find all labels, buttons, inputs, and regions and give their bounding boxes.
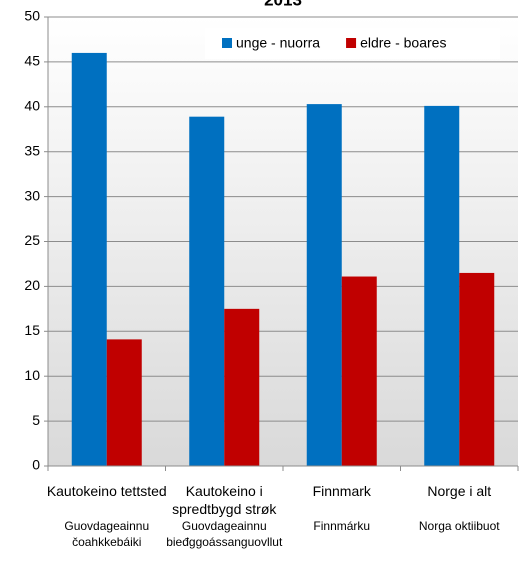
legend-label: eldre - boares bbox=[360, 35, 446, 51]
y-tick-label: 45 bbox=[24, 53, 40, 69]
y-tick-label: 0 bbox=[32, 457, 40, 473]
x-tick-label: Finnmark bbox=[312, 483, 371, 499]
bar bbox=[341, 276, 377, 466]
y-tick-label: 50 bbox=[24, 8, 40, 24]
bar bbox=[459, 272, 495, 466]
legend-swatch bbox=[346, 38, 357, 48]
y-tick-label: 35 bbox=[24, 142, 40, 158]
x-tick-label: Norge i alt bbox=[427, 483, 492, 499]
bar bbox=[71, 52, 107, 467]
y-tick-label: 5 bbox=[32, 412, 40, 428]
x-tick-sublabel: Finnmárku bbox=[313, 519, 371, 533]
x-tick-sublabel: Guovdageainnu bieđggoássanguovllut bbox=[166, 519, 283, 549]
y-tick-label: 25 bbox=[24, 232, 40, 248]
y-tick-label: 10 bbox=[24, 367, 40, 383]
x-tick-label: Kautokeino i spredtbygd strøk bbox=[172, 483, 277, 517]
legend-label: unge - nuorra bbox=[236, 35, 320, 51]
y-tick-label: 40 bbox=[24, 98, 40, 114]
y-tick-label: 30 bbox=[24, 187, 40, 203]
y-tick-label: 15 bbox=[24, 322, 40, 338]
x-tick-sublabel: Guovdageainnu čoahkkebáiki bbox=[64, 519, 150, 549]
y-tick-label: 20 bbox=[24, 277, 40, 293]
bar bbox=[424, 105, 460, 466]
bar bbox=[306, 104, 342, 466]
legend-swatch bbox=[222, 38, 232, 48]
bar bbox=[189, 116, 225, 466]
bar bbox=[106, 339, 142, 466]
x-tick-label: Kautokeino tettsted bbox=[46, 483, 167, 499]
bar bbox=[224, 308, 260, 466]
chart-title: 2013 bbox=[264, 0, 302, 9]
x-tick-sublabel: Norga oktiibuot bbox=[418, 519, 500, 533]
